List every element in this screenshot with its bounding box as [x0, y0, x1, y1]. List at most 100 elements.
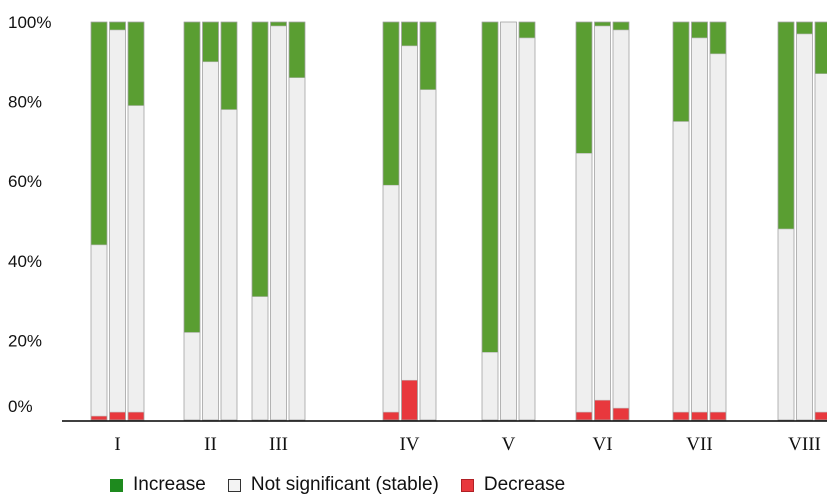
- bar-segment-not-significant-stable: [382, 184, 400, 413]
- bar-segment-decrease: [401, 379, 418, 421]
- bar-segment-increase: [270, 21, 287, 27]
- bar-segment-not-significant-stable: [127, 105, 145, 413]
- bar-segment-not-significant-stable: [288, 77, 306, 421]
- bar-segment-increase: [777, 21, 795, 230]
- x-tick-label: V: [502, 434, 516, 455]
- x-tick-label: IV: [399, 434, 419, 455]
- bar-segment-decrease: [90, 415, 108, 421]
- x-tick-label: II: [204, 434, 217, 455]
- bar-outline: [183, 21, 201, 421]
- bar-outline: [691, 21, 708, 421]
- bar-outline: [127, 21, 145, 421]
- bar-outline: [672, 21, 690, 421]
- bar-segment-not-significant-stable: [401, 45, 418, 381]
- bar-outline: [220, 21, 238, 421]
- bar-segment-increase: [109, 21, 126, 31]
- bar-segment-increase: [382, 21, 400, 186]
- bar-segment-decrease: [672, 411, 690, 421]
- x-tick-label: III: [269, 434, 288, 455]
- bar-segment-not-significant-stable: [500, 21, 517, 421]
- bar-segment-not-significant-stable: [796, 33, 813, 421]
- bar-segment-not-significant-stable: [183, 332, 201, 421]
- y-tick-label: 80%: [8, 93, 42, 112]
- bar-outline: [288, 21, 306, 421]
- bar-segment-not-significant-stable: [109, 29, 126, 413]
- bar-segment-increase: [612, 21, 630, 31]
- bar-segment-increase: [814, 21, 827, 74]
- bar-segment-increase: [672, 21, 690, 122]
- bar-segment-decrease: [612, 407, 630, 421]
- bar-segment-increase: [575, 21, 593, 154]
- x-tick-label: VIII: [788, 434, 821, 455]
- bar-segment-not-significant-stable: [518, 37, 536, 421]
- bar-group-II: [183, 21, 238, 421]
- bar-outline: [612, 21, 630, 421]
- bar-segment-increase: [709, 21, 727, 55]
- bar-segment-not-significant-stable: [814, 73, 827, 413]
- bar-segment-not-significant-stable: [594, 25, 611, 401]
- legend-item-stable: Not significant (stable): [227, 474, 439, 496]
- bar-outline: [709, 21, 727, 421]
- bar-segment-decrease: [594, 399, 611, 421]
- legend: Increase Not significant (stable) Decrea…: [110, 474, 587, 496]
- legend-label-decrease: Decrease: [483, 474, 566, 495]
- bar-segment-decrease: [382, 411, 400, 421]
- bar-segment-not-significant-stable: [777, 228, 795, 421]
- bar-segment-increase: [183, 21, 201, 333]
- bar-outline: [518, 21, 536, 421]
- legend-swatch-stable: [227, 478, 241, 492]
- bar-segment-not-significant-stable: [481, 352, 499, 421]
- legend-label-increase: Increase: [133, 474, 206, 495]
- bar-segment-not-significant-stable: [251, 296, 269, 421]
- bar-segment-decrease: [814, 411, 827, 421]
- bar-segment-not-significant-stable: [575, 153, 593, 413]
- bar-group-III: [251, 21, 306, 421]
- bar-segment-not-significant-stable: [220, 109, 238, 421]
- bar-outline: [251, 21, 269, 421]
- bar-segment-not-significant-stable: [612, 29, 630, 409]
- y-tick-label: 20%: [8, 331, 42, 350]
- bar-segment-decrease: [109, 411, 126, 421]
- bar-segment-decrease: [127, 411, 145, 421]
- bar-segment-increase: [251, 21, 269, 297]
- bar-segment-increase: [796, 21, 813, 35]
- bar-segment-increase: [127, 21, 145, 106]
- legend-label-stable: Not significant (stable): [250, 474, 439, 495]
- x-tick-label: I: [114, 434, 120, 455]
- bar-outline: [202, 21, 219, 421]
- x-tick-label: VII: [686, 434, 712, 455]
- bar-segment-increase: [481, 21, 499, 353]
- bar-group-VI: [575, 21, 630, 421]
- legend-swatch-increase: [110, 478, 123, 492]
- bar-group-VIII: [777, 21, 827, 421]
- bar-outline: [270, 21, 287, 421]
- bar-outline: [500, 21, 517, 421]
- bar-segment-decrease: [575, 411, 593, 421]
- bar-segment-increase: [401, 21, 418, 47]
- bar-group-VII: [672, 21, 727, 421]
- bar-group-V: [481, 21, 536, 421]
- stacked-bar-chart: 0%20%40%60%80%100% I II III IV V VI VII VIII: [8, 13, 827, 455]
- bar-segment-decrease: [709, 411, 727, 421]
- bar-segment-increase: [518, 21, 536, 39]
- bar-segment-increase: [594, 21, 611, 27]
- bar-outline: [419, 21, 437, 421]
- bar-segment-not-significant-stable: [691, 37, 708, 413]
- bar-outline: [796, 21, 813, 421]
- bar-outline: [594, 21, 611, 421]
- legend-item-decrease: Decrease: [460, 474, 566, 496]
- bar-group-I: [90, 21, 145, 421]
- bar-outline: [481, 21, 499, 421]
- bar-segment-increase: [220, 21, 238, 110]
- bar-segment-not-significant-stable: [709, 53, 727, 413]
- bar-segment-not-significant-stable: [202, 61, 219, 421]
- bar-segment-not-significant-stable: [419, 89, 437, 421]
- bar-segment-increase: [419, 21, 437, 90]
- bar-outline: [382, 21, 400, 421]
- x-tick-label: VI: [592, 434, 612, 455]
- bar-segment-increase: [691, 21, 708, 39]
- bar-segment-increase: [288, 21, 306, 78]
- bar-segment-increase: [90, 21, 108, 246]
- bar-segment-not-significant-stable: [672, 121, 690, 413]
- y-tick-label: 40%: [8, 252, 42, 271]
